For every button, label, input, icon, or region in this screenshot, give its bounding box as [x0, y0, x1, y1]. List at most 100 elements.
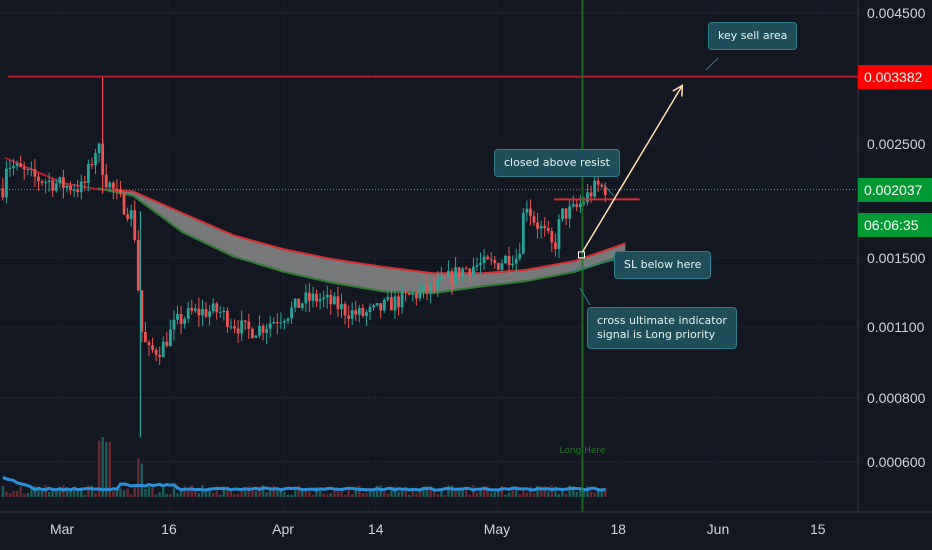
- volume-bar: [561, 487, 564, 497]
- volume-bar: [1, 486, 5, 497]
- volume-bar: [219, 494, 222, 497]
- volume-bar: [404, 487, 407, 497]
- candle-body: [382, 299, 386, 311]
- candle-body: [365, 312, 368, 316]
- candle-body: [546, 228, 550, 232]
- volume-bar: [600, 488, 603, 497]
- volume-bar: [69, 488, 72, 497]
- candle-body: [589, 192, 593, 197]
- candle-body: [386, 297, 390, 300]
- target-arrow[interactable]: [581, 85, 683, 253]
- volume-bar: [518, 494, 521, 497]
- volume-bar: [105, 441, 108, 497]
- volume-bar: [151, 485, 154, 497]
- volume-bar: [340, 491, 343, 497]
- volume-bar: [333, 489, 336, 497]
- volume-layer: [1, 437, 607, 497]
- countdown-tag: 06:06:35: [858, 212, 932, 237]
- candle-body: [368, 307, 372, 313]
- time-axis[interactable]: Mar 16 Apr 14 May 18 Jun 15: [50, 521, 826, 537]
- candle-body: [357, 307, 361, 315]
- volume-bar: [304, 490, 308, 497]
- volume-bar: [582, 487, 586, 497]
- candle-body: [578, 203, 582, 208]
- volume-bar: [40, 489, 44, 497]
- volume-bar: [51, 487, 54, 497]
- volume-bar: [315, 486, 318, 497]
- target-arrow-head: [672, 84, 684, 97]
- volume-bar: [436, 494, 439, 497]
- candle-body: [561, 208, 564, 220]
- candle-body: [372, 305, 375, 308]
- volume-bar: [33, 486, 37, 497]
- candle-body: [268, 323, 272, 329]
- candle-body: [486, 256, 490, 260]
- volume-bar: [311, 494, 315, 497]
- candle-body: [111, 182, 115, 189]
- candle-body: [529, 208, 532, 217]
- volume-bar: [347, 488, 350, 497]
- price-axis[interactable]: 0.004500 0.002500 0.001500 0.001100 0.000800…: [867, 5, 926, 470]
- candle-body: [586, 192, 589, 203]
- volume-bar: [26, 493, 29, 497]
- volume-bar: [87, 485, 90, 497]
- last-price-tag: 0.002037: [858, 177, 932, 202]
- volume-ma-line: [2, 475, 606, 492]
- sl-callout[interactable]: SL below here: [614, 251, 712, 279]
- volume-bar: [293, 489, 297, 497]
- candle-body: [104, 174, 108, 188]
- candle-body: [414, 293, 418, 299]
- candle-body: [179, 313, 183, 324]
- candle-body: [133, 210, 137, 240]
- volume-bar: [261, 485, 265, 497]
- volume-bar: [137, 458, 140, 497]
- candle-body: [126, 214, 129, 219]
- candle-body: [76, 189, 80, 193]
- candle-body: [593, 180, 597, 197]
- candle-body: [29, 169, 33, 171]
- candle-body: [154, 349, 158, 355]
- candle-body: [311, 293, 315, 301]
- volume-bar: [172, 487, 176, 497]
- candle-body: [575, 204, 579, 208]
- volume-bar: [119, 488, 122, 497]
- volume-bar: [158, 492, 161, 497]
- candle-body: [26, 169, 30, 171]
- volume-bar: [554, 486, 557, 497]
- volume-bar: [179, 488, 183, 497]
- candle-body: [504, 255, 507, 264]
- volume-bar: [386, 493, 390, 497]
- candle-body: [422, 284, 425, 291]
- volume-bar: [254, 490, 258, 497]
- volume-bar: [440, 489, 443, 497]
- volume-bar: [190, 485, 193, 497]
- resist-callout[interactable]: closed above resist: [494, 149, 620, 177]
- candle-body: [500, 263, 504, 270]
- volume-bar: [197, 493, 201, 497]
- volume-bar: [204, 490, 208, 497]
- volume-bar: [461, 489, 464, 497]
- volume-bar: [58, 486, 62, 497]
- candle-body: [489, 259, 493, 261]
- candle-body: [550, 231, 554, 243]
- candle-body: [404, 291, 408, 294]
- sl-text: SL below here: [624, 258, 702, 271]
- key-sell-callout[interactable]: key sell area: [708, 22, 798, 50]
- candle-body: [518, 253, 522, 259]
- candle-body: [557, 219, 561, 249]
- volume-bar: [579, 487, 582, 497]
- candle-body: [254, 335, 258, 338]
- candle-body: [144, 332, 147, 343]
- volume-bar: [23, 493, 26, 497]
- candle-body: [450, 270, 454, 284]
- candle-body: [161, 341, 165, 357]
- candle-body: [65, 185, 69, 188]
- candle-body: [215, 303, 219, 313]
- cross-callout[interactable]: cross ultimate indicator signal is Long …: [587, 307, 737, 349]
- volume-bar: [418, 489, 422, 497]
- candle-body: [136, 239, 140, 291]
- candle-body: [22, 167, 26, 170]
- volume-bar: [354, 488, 357, 497]
- volume-bar: [400, 487, 404, 497]
